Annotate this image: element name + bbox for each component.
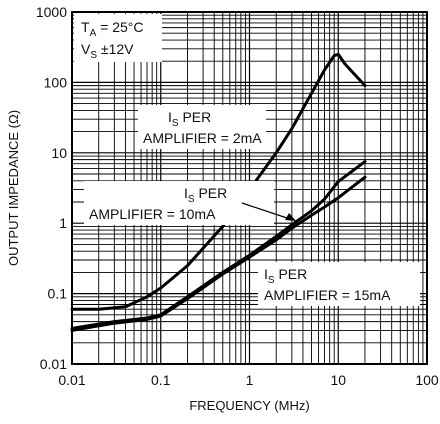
y-tick-label: 1000 (36, 4, 67, 20)
series-label-10ma-line1: IS PER (184, 185, 227, 205)
conditions-box (74, 14, 162, 62)
y-tick-label: 0.01 (40, 356, 67, 372)
y-axis-title: OUTPUT IMPEDANCE (Ω) (6, 110, 21, 266)
x-tick-label: 10 (330, 372, 346, 388)
tick-labels: 0.01 0.1 1 10 100 1000 100 10 1 0.1 0.01 (36, 4, 439, 388)
series-label-15ma-line2: AMPLIFIER = 15mA (264, 287, 391, 303)
series-line-1 (70, 52, 367, 311)
y-tick-label: 100 (44, 74, 68, 90)
y-tick-label: 10 (51, 145, 67, 161)
x-tick-label: 100 (415, 372, 439, 388)
x-tick-label: 0.01 (58, 372, 85, 388)
x-tick-label: 1 (246, 372, 254, 388)
plot-frame (71, 11, 428, 365)
y-tick-label: 0.1 (48, 286, 68, 302)
x-tick-label: 0.1 (151, 372, 171, 388)
condition-supply: VS ±12V (81, 41, 134, 61)
x-axis-title: FREQUENCY (MHz) (189, 398, 309, 413)
series-label-2ma-line1: IS PER (168, 109, 211, 129)
series-line-3 (70, 175, 367, 332)
series-label-2ma-line2: AMPLIFIER = 2mA (143, 130, 262, 146)
condition-temperature: TA = 25°C (81, 19, 143, 39)
label-box-2ma (138, 105, 266, 149)
series-label-15ma-line1: IS PER (264, 266, 307, 286)
series-label-10ma-line2: AMPLIFIER = 10mA (89, 206, 216, 222)
series-pointer-arrowhead (285, 213, 296, 221)
series-lines (70, 52, 367, 332)
label-box-15ma (258, 262, 420, 306)
y-tick-label: 1 (59, 215, 67, 231)
series-pointer-line (241, 202, 291, 220)
